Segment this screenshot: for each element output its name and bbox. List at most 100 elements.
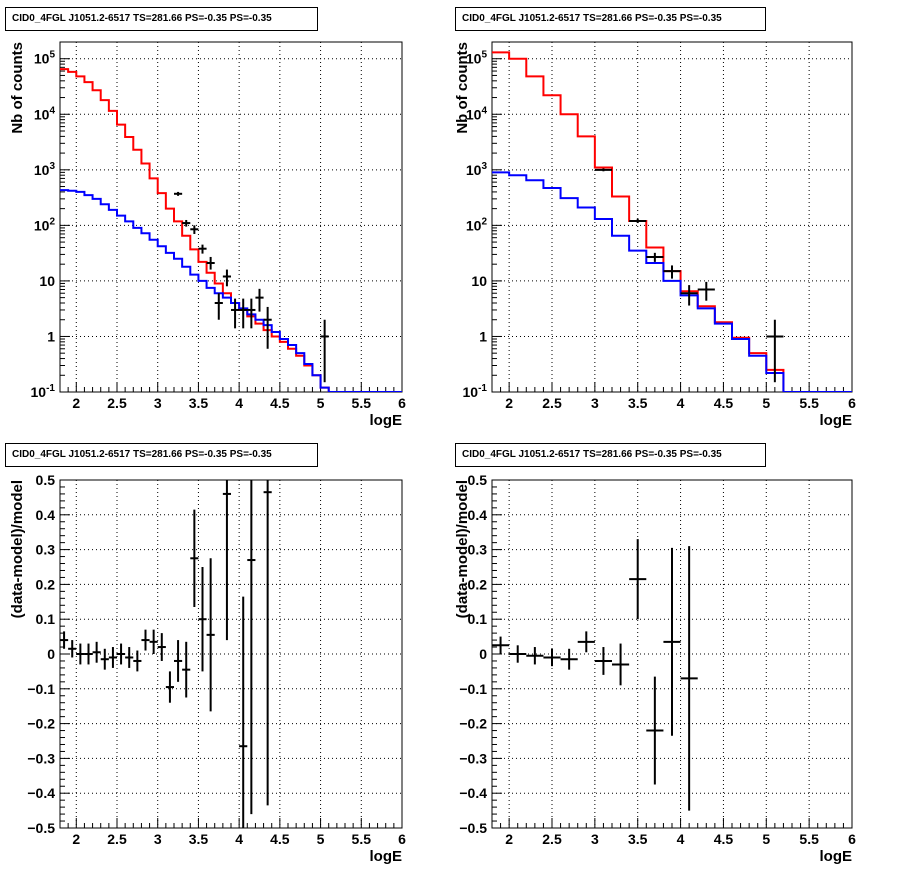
residual-point — [68, 640, 77, 658]
y-tick-label: −0.4 — [27, 785, 55, 801]
x-tick-label: 3.5 — [628, 831, 648, 847]
residual-point — [108, 647, 117, 668]
residual-point — [560, 648, 578, 670]
x-tick-label: 2 — [72, 395, 80, 411]
panel-2-title: CID0_4FGL J1051.2-6517 TS=281.66 PS=-0.3… — [455, 7, 766, 31]
residual-point — [165, 671, 174, 703]
residual-point — [190, 509, 199, 608]
x-tick-label: 3 — [154, 831, 162, 847]
residual-point — [594, 647, 612, 675]
chart-panel-4: 2 2.5 3 3.5 4 4.5 5 5.5 6 −0.5 −0.4 −0.3 −0.2 −0.1 0 0.… — [454, 472, 856, 865]
plot-content — [492, 51, 852, 392]
residual-point — [100, 648, 109, 670]
residual-point — [263, 480, 272, 806]
y-axis-title: Nb of counts — [9, 42, 26, 134]
data-point — [174, 191, 183, 196]
residual-point — [577, 631, 595, 653]
y-tick-label: 0.3 — [468, 542, 488, 558]
data-point — [766, 319, 784, 383]
data-point — [680, 285, 698, 306]
x-tick-label: 4 — [677, 831, 685, 847]
x-tick-label: 3 — [154, 395, 162, 411]
data-point — [206, 256, 215, 270]
x-tick-label: 5 — [762, 831, 770, 847]
x-tick-label: 2 — [505, 831, 513, 847]
plot-content — [60, 68, 402, 392]
residual-point — [182, 641, 191, 698]
residual-point — [149, 629, 158, 654]
residual-point — [222, 480, 231, 641]
x-tick-label: 2 — [505, 395, 513, 411]
x-tick-label: 4.5 — [270, 831, 290, 847]
chart-panel-1: 2 2.5 3 3.5 4 4.5 5 5.5 6 10-1 1 10 102 103 104 105 logE… — [9, 41, 406, 429]
x-tick-label: 4 — [235, 831, 243, 847]
y-tick-label: 0.4 — [36, 507, 56, 523]
x-tick-label: 5.5 — [799, 831, 819, 847]
data-point — [697, 281, 715, 301]
data-point — [263, 306, 272, 349]
y-tick-label: 102 — [34, 216, 56, 233]
y-tick-label: 105 — [466, 50, 488, 67]
residual-point — [663, 547, 681, 736]
y-tick-label: 0.1 — [468, 611, 488, 627]
y-tick-label: 10-1 — [463, 383, 488, 400]
y-tick-label: 10-1 — [31, 383, 56, 400]
series-line-red — [60, 68, 402, 392]
panel-4-title: CID0_4FGL J1051.2-6517 TS=281.66 PS=-0.3… — [455, 443, 766, 467]
residual-point — [680, 546, 698, 811]
residual-point — [247, 480, 256, 815]
x-tick-label: 4 — [677, 395, 685, 411]
y-tick-label: 0.2 — [468, 576, 488, 592]
plot-content — [60, 480, 272, 828]
x-axis-title: logE — [820, 848, 853, 865]
data-point — [320, 319, 329, 383]
series-line-blue — [60, 189, 402, 392]
data-point — [255, 288, 264, 312]
data-point — [646, 252, 664, 262]
x-tick-label: 3 — [591, 831, 599, 847]
y-tick-label: 10 — [471, 273, 487, 289]
chart-panel-3: 2 2.5 3 3.5 4 4.5 5 5.5 6 −0.5 −0.4 −0.3 −0.2 −0.1 0 0.… — [9, 472, 406, 865]
x-tick-label: 4.5 — [270, 395, 290, 411]
x-tick-label: 5 — [317, 395, 325, 411]
residual-point — [646, 676, 664, 785]
x-tick-label: 3.5 — [189, 831, 209, 847]
x-tick-label: 3.5 — [628, 395, 648, 411]
y-tick-label: 104 — [34, 105, 56, 122]
y-tick-label: −0.3 — [27, 750, 55, 766]
residual-point — [174, 640, 183, 682]
data-point — [222, 269, 231, 287]
y-axis-title: (data-model)/model — [9, 480, 26, 618]
y-tick-label: 1 — [47, 328, 55, 344]
residual-point — [543, 648, 561, 667]
y-axis-title: Nb of counts — [454, 42, 471, 134]
residual-point — [76, 643, 85, 665]
x-tick-label: 5.5 — [799, 395, 819, 411]
y-tick-label: −0.5 — [459, 820, 487, 836]
residual-point — [629, 539, 647, 620]
residual-point — [133, 650, 142, 672]
residual-point — [509, 645, 527, 663]
x-tick-label: 5 — [317, 831, 325, 847]
y-tick-label: −0.1 — [459, 681, 487, 697]
residual-point — [141, 629, 150, 651]
y-tick-label: −0.3 — [459, 750, 487, 766]
series-line-blue — [492, 171, 852, 392]
residual-point — [60, 631, 69, 649]
x-axis-title: logE — [820, 412, 853, 429]
x-tick-label: 2.5 — [542, 395, 562, 411]
x-axis-title: logE — [370, 848, 403, 865]
data-point — [190, 225, 199, 234]
x-tick-label: 6 — [398, 831, 406, 847]
y-tick-label: 103 — [466, 161, 488, 178]
residual-point — [239, 596, 248, 828]
y-tick-label: −0.2 — [459, 716, 487, 732]
x-tick-label: 4.5 — [714, 831, 734, 847]
y-tick-label: 0.1 — [36, 611, 56, 627]
plot-frame — [59, 41, 403, 393]
residual-point — [526, 647, 544, 665]
data-point — [594, 168, 612, 172]
y-tick-label: 0.3 — [36, 542, 56, 558]
residual-point — [612, 643, 630, 686]
residual-point — [198, 567, 207, 672]
